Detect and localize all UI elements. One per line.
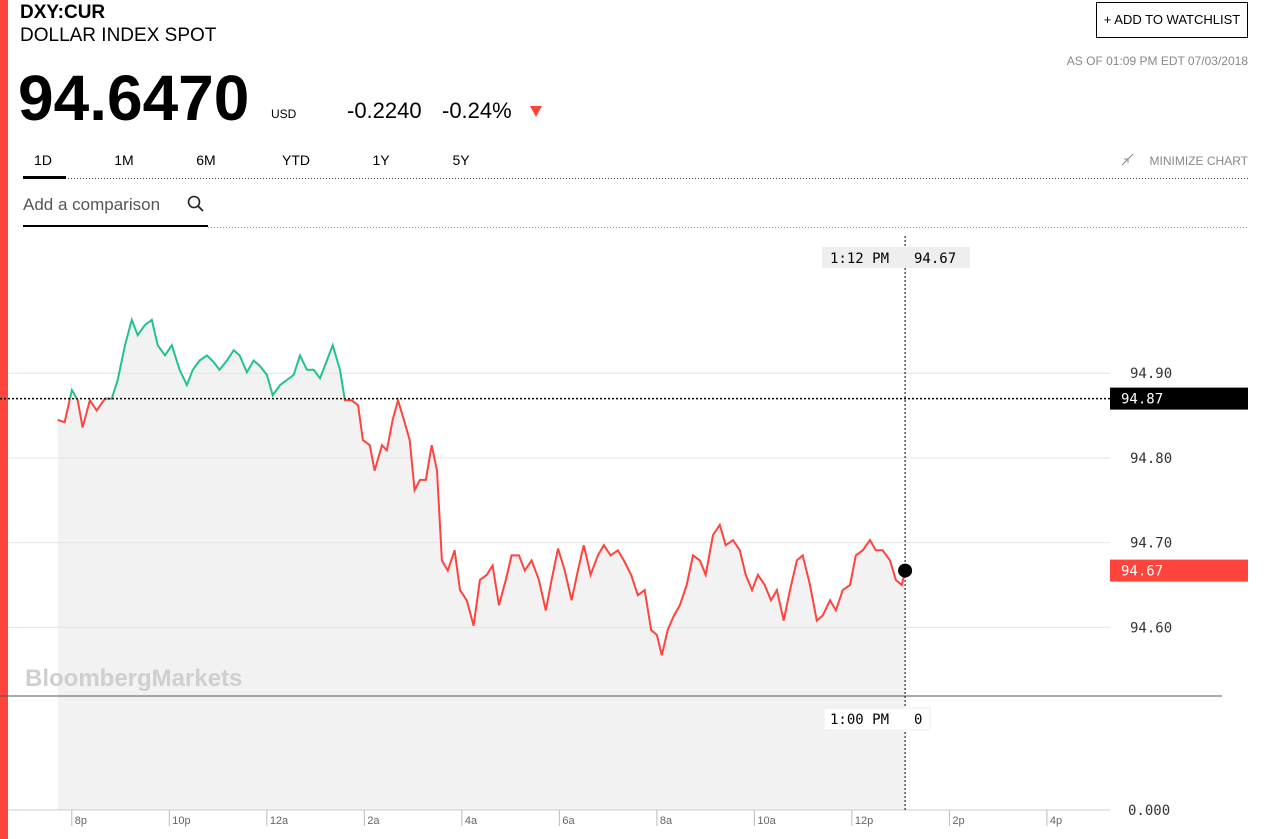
range-tab[interactable]: YTD <box>282 152 310 168</box>
y-tick-label: 94.90 <box>1130 366 1172 382</box>
last-label: 94.67 <box>1121 564 1163 580</box>
crosshair-bottom-box <box>823 707 931 731</box>
line-above <box>68 316 399 399</box>
currency: USD <box>271 107 297 121</box>
prev-close-box <box>1110 387 1248 410</box>
x-tick-label: 10a <box>757 815 776 827</box>
x-tick-label: 4p <box>1050 815 1062 827</box>
x-tick-label: 2a <box>367 815 380 827</box>
range-tab[interactable]: 1D <box>34 152 52 168</box>
range-tab[interactable]: 5Y <box>452 152 470 168</box>
search-icon[interactable] <box>187 195 201 209</box>
area <box>57 319 906 810</box>
prev-close-label: 94.87 <box>1121 392 1163 408</box>
x-tick-label: 12p <box>855 815 873 827</box>
comparison-underline <box>23 225 208 227</box>
down-arrow <box>530 106 542 117</box>
crosshair-top-time: 1:12 PM <box>830 251 889 267</box>
range-tab[interactable]: 1M <box>114 152 133 168</box>
x-tick-label: 12a <box>270 815 289 827</box>
crosshair-top-value: 94.67 <box>914 251 956 267</box>
search-icon-handle <box>197 205 204 212</box>
crosshair-top-box <box>822 247 970 268</box>
ticker: DXY:CUR <box>20 2 105 23</box>
y-tick-label: 94.60 <box>1130 620 1172 636</box>
range-tab[interactable]: 1Y <box>372 152 390 168</box>
active-tab-underline <box>23 176 66 179</box>
x-tick-label: 8a <box>660 815 673 827</box>
as-of: AS OF 01:09 PM EDT 07/03/2018 <box>1067 54 1249 68</box>
y-tick-label: 94.70 <box>1130 536 1172 552</box>
range-tab[interactable]: 6M <box>196 152 215 168</box>
crosshair-bottom-time: 1:00 PM <box>830 712 889 728</box>
last-point <box>898 563 913 578</box>
volume-label: 0.000 <box>1128 803 1170 819</box>
watermark: BloombergMarkets <box>25 665 242 692</box>
x-tick-label: 2p <box>952 815 964 827</box>
comparison-input[interactable]: Add a comparison <box>23 195 160 214</box>
x-tick-label: 10p <box>172 815 190 827</box>
price: 94.6470 <box>18 62 249 134</box>
watchlist-label[interactable]: + ADD TO WATCHLIST <box>1104 12 1240 27</box>
x-tick-label: 6a <box>562 815 575 827</box>
security-name: DOLLAR INDEX SPOT <box>20 25 217 46</box>
crosshair-bottom-value: 0 <box>914 712 922 728</box>
side-bar <box>0 0 8 839</box>
line-below <box>57 398 907 656</box>
change-pct: -0.24% <box>442 98 512 123</box>
last-box <box>1110 559 1248 582</box>
y-tick-label: 94.80 <box>1130 451 1172 467</box>
chart: 94.90 94.80 94.70 94.60 BloombergMarkets 0.00… <box>0 236 1248 827</box>
x-tick-label: 4a <box>465 815 478 827</box>
minimize-icon[interactable] <box>1121 153 1134 166</box>
watchlist-button[interactable] <box>1096 2 1248 38</box>
x-tick-label: 8p <box>75 815 87 827</box>
minimize-chart[interactable]: MINIMIZE CHART <box>1150 154 1249 168</box>
change: -0.2240 <box>347 98 422 123</box>
